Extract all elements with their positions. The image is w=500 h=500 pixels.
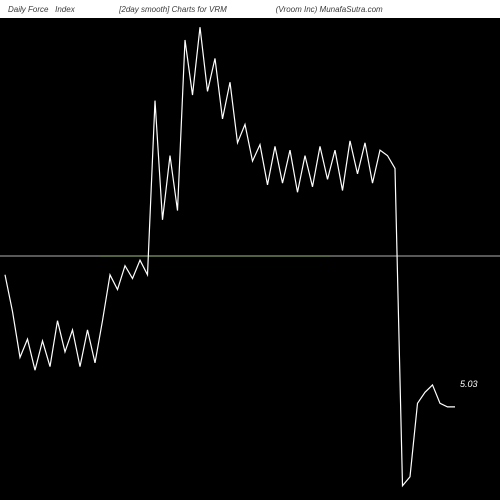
charts-for-label: Charts for VRM <box>172 5 227 14</box>
title-suffix: Index <box>55 5 75 14</box>
site-label: MunafaSutra.com <box>320 5 383 14</box>
force-index-chart: Daily Force Index [2day smooth] Charts f… <box>0 0 500 500</box>
plot-svg <box>0 0 500 500</box>
title-prefix: Daily Force <box>8 5 48 14</box>
last-value-label: 5.03 <box>460 379 478 389</box>
chart-header: Daily Force Index [2day smooth] Charts f… <box>0 0 500 18</box>
plot-background <box>0 0 500 500</box>
smooth-label: [2day smooth] <box>119 5 169 14</box>
company-label: (Vroom Inc) <box>276 5 318 14</box>
